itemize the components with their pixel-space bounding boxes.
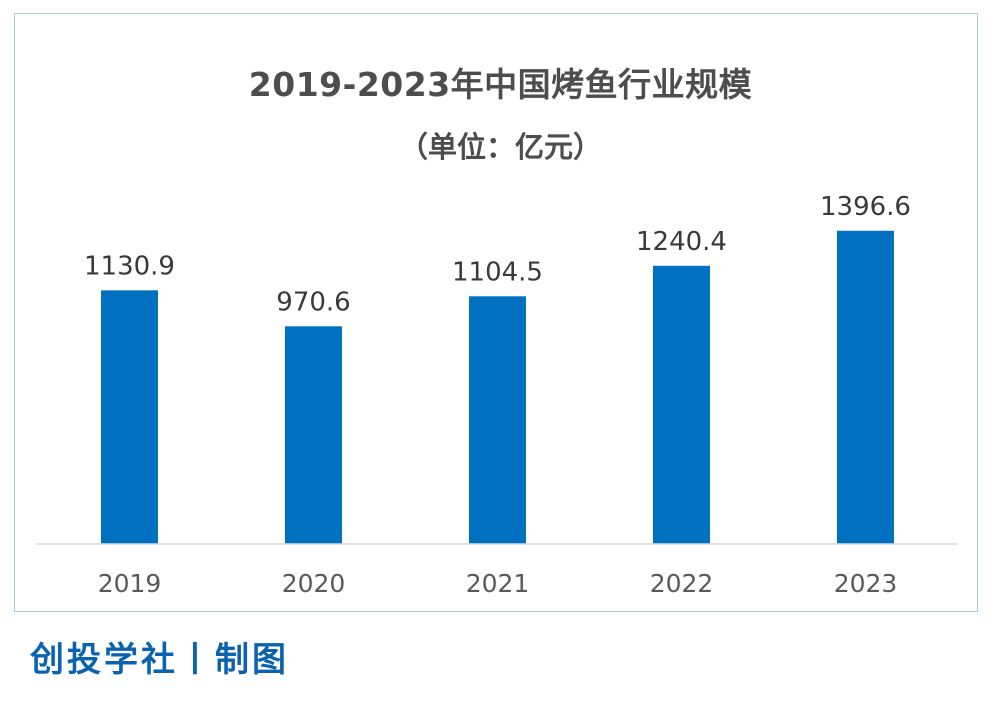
x-tick-2023: 2023 <box>834 569 898 598</box>
x-tick-2019: 2019 <box>98 569 162 598</box>
bar-2022 <box>653 265 710 544</box>
bar-2023 <box>837 230 894 544</box>
x-tick-2020: 2020 <box>282 569 346 598</box>
chart-subtitle: （单位：亿元） <box>398 130 602 164</box>
x-axis-ticks: 2019 2020 2021 2022 2023 <box>98 569 898 598</box>
bar-series <box>101 230 894 544</box>
source-credit: 创投学社丨制图 <box>30 640 289 680</box>
data-label-2021: 1104.5 <box>452 257 543 287</box>
bar-2019 <box>101 290 158 544</box>
data-label-2023: 1396.6 <box>820 192 911 222</box>
x-tick-2022: 2022 <box>650 569 714 598</box>
data-label-2022: 1240.4 <box>636 227 727 257</box>
data-label-2020: 970.6 <box>276 287 350 317</box>
x-tick-2021: 2021 <box>466 569 530 598</box>
data-label-2019: 1130.9 <box>84 251 175 281</box>
bar-2020 <box>285 326 342 544</box>
chart-title: 2019-2023年中国烤鱼行业规模 <box>248 65 753 104</box>
bar-2021 <box>469 296 526 544</box>
data-labels: 1130.9 970.6 1104.5 1240.4 1396.6 <box>84 192 911 318</box>
